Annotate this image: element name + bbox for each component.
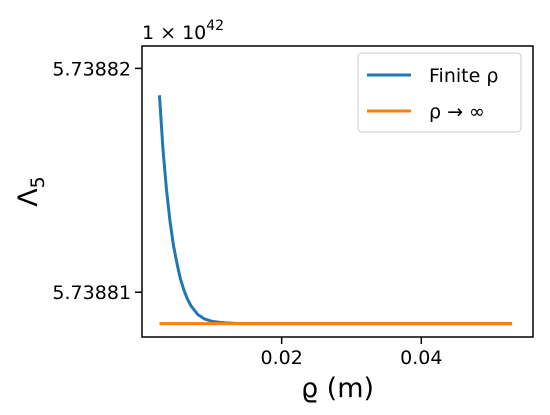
y-offset-exponent: 42 xyxy=(206,18,224,34)
legend: Finite ρ ρ → ∞ xyxy=(357,52,522,133)
y-axis-label: Λ5 xyxy=(13,176,49,207)
y-axis-label-main: Λ xyxy=(13,188,44,207)
legend-items: Finite ρ ρ → ∞ xyxy=(367,65,498,123)
x-axis-ticks: 0.02 0.04 xyxy=(260,337,442,369)
y-axis-label-subscript: 5 xyxy=(27,176,49,188)
y-tick-label-1: 5.73881 xyxy=(52,282,131,304)
x-tick-label-2: 0.04 xyxy=(400,347,442,369)
series-layer xyxy=(157,95,513,326)
legend-label-2: ρ → ∞ xyxy=(429,101,485,123)
y-offset-base: 1 × 10 xyxy=(142,22,206,44)
y-tick-label-2: 5.73882 xyxy=(52,58,131,80)
x-tick-label-1: 0.02 xyxy=(260,347,302,369)
y-axis-offset-label: 1 × 1042 xyxy=(142,18,224,44)
legend-label-1: Finite ρ xyxy=(429,65,498,87)
x-axis-label: ϱ (m) xyxy=(301,373,374,404)
y-axis-ticks: 5.73881 5.73882 xyxy=(52,58,142,304)
